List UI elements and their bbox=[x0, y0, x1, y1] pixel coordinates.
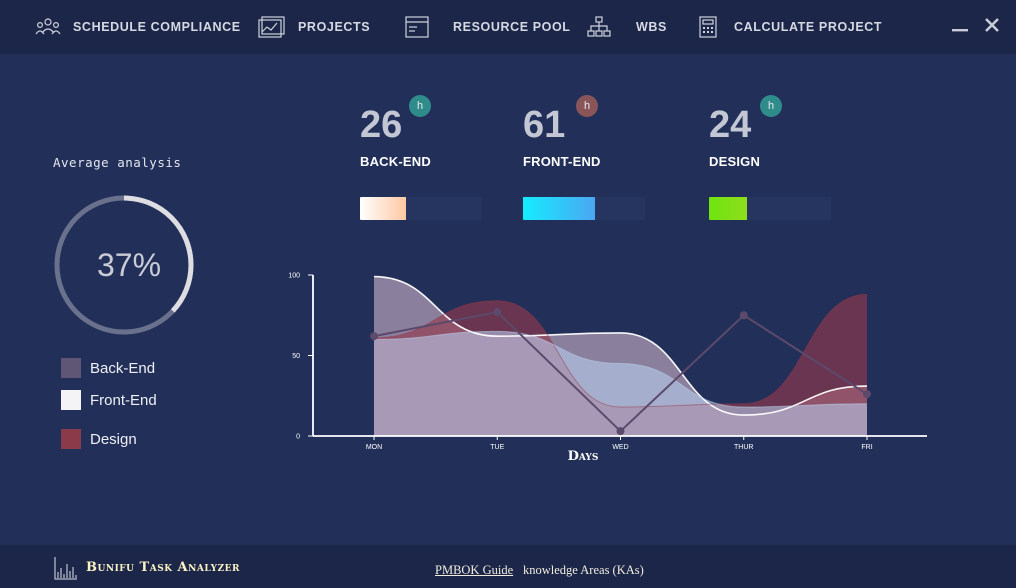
front-end-progress-bar bbox=[523, 197, 645, 220]
nav-resource-pool[interactable]: RESOURCE POOL bbox=[405, 0, 571, 54]
series-area-2 bbox=[374, 331, 867, 436]
legend-label: Front-End bbox=[90, 391, 157, 409]
back-end-label: BACK-END bbox=[360, 154, 431, 169]
design-label: DESIGN bbox=[709, 154, 761, 169]
front-end-hours-value: 61 bbox=[523, 104, 566, 146]
x-tick-label-thur: THUR bbox=[734, 444, 753, 451]
nav-label: PROJECTS bbox=[298, 20, 371, 34]
x-tick-label-mon: MON bbox=[366, 444, 382, 451]
design-progress-bar bbox=[709, 197, 831, 220]
front-end-hours-badge: h bbox=[576, 95, 598, 117]
data-point-thur bbox=[739, 311, 748, 320]
nav-calculate-project[interactable]: CALCULATE PROJECT bbox=[698, 0, 882, 54]
design-hours-value: 24 bbox=[709, 104, 752, 146]
back-end-progress-fill bbox=[360, 197, 407, 220]
chart-document-icon bbox=[258, 16, 286, 38]
back-end-progress-bar bbox=[360, 197, 482, 220]
data-point-wed bbox=[616, 427, 625, 436]
close-icon bbox=[985, 17, 999, 36]
signal-chart-icon bbox=[54, 556, 78, 584]
legend-item-back-end: Back-End bbox=[61, 358, 155, 378]
design-progress-fill bbox=[709, 197, 747, 220]
series-edge-1 bbox=[373, 293, 868, 408]
window-form-icon bbox=[405, 16, 429, 38]
hierarchy-icon bbox=[587, 16, 611, 38]
legend-label: Design bbox=[90, 430, 137, 448]
pmbok-guide-link[interactable]: PMBOK Guide bbox=[435, 563, 514, 577]
nav-projects[interactable]: PROJECTS bbox=[258, 0, 370, 54]
knowledge-areas-text: knowledge Areas (KAs) bbox=[523, 563, 644, 577]
nav-label: SCHEDULE COMPLIANCE bbox=[73, 20, 241, 34]
legend-swatch bbox=[61, 429, 81, 449]
calculator-icon bbox=[698, 16, 718, 38]
x-tick-label-tue: TUE bbox=[490, 444, 504, 451]
legend-item-design: Design bbox=[61, 429, 137, 449]
legend-item-front-end: Front-End bbox=[61, 390, 157, 410]
y-tick-label-50: 50 bbox=[292, 353, 300, 360]
top-navigation-bar: SCHEDULE COMPLIANCE PROJECTS RESOURCE PO… bbox=[0, 0, 1016, 54]
data-point-tue bbox=[493, 308, 502, 317]
minimize-button[interactable] bbox=[948, 14, 972, 38]
nav-label: WBS bbox=[636, 20, 667, 34]
gauge-percent-label: 37% bbox=[96, 246, 162, 283]
gauge-progress-arc bbox=[54, 195, 194, 335]
y-tick-label-0: 0 bbox=[296, 434, 300, 441]
minimize-icon bbox=[952, 17, 968, 36]
x-tick-label-wed: WED bbox=[612, 444, 628, 451]
average-analysis-title: Average analysis bbox=[53, 155, 182, 170]
people-group-icon bbox=[35, 17, 61, 37]
nav-label: CALCULATE PROJECT bbox=[734, 20, 883, 34]
series-edge-2 bbox=[373, 330, 868, 408]
nav-wbs[interactable]: WBS bbox=[587, 0, 667, 54]
x-axis-title: Days bbox=[568, 449, 599, 464]
x-tick-label-fri: FRI bbox=[861, 444, 872, 451]
footer-bar: Bunifu Task Analyzer PMBOK Guide knowled… bbox=[0, 545, 1016, 588]
progress-gauge bbox=[54, 195, 194, 335]
back-end-hours-badge: h bbox=[409, 95, 431, 117]
legend-swatch bbox=[61, 390, 81, 410]
back-end-hours-value: 26 bbox=[360, 104, 403, 146]
legend-swatch bbox=[61, 358, 81, 378]
data-point-mon bbox=[370, 332, 378, 341]
design-hours-badge: h bbox=[760, 95, 782, 117]
nav-schedule-compliance[interactable]: SCHEDULE COMPLIANCE bbox=[35, 0, 241, 54]
front-end-progress-fill bbox=[523, 197, 595, 220]
data-point-fri bbox=[863, 390, 871, 399]
y-tick-label-100: 100 bbox=[288, 273, 300, 280]
close-button[interactable] bbox=[980, 14, 1004, 38]
front-end-label: FRONT-END bbox=[523, 154, 601, 169]
days-area-chart: MON TUE WED THUR FRI 0 50 100 Days bbox=[288, 273, 927, 464]
app-name: Bunifu Task Analyzer bbox=[86, 560, 240, 575]
nav-label: RESOURCE POOL bbox=[453, 20, 571, 34]
legend-label: Back-End bbox=[90, 359, 156, 377]
